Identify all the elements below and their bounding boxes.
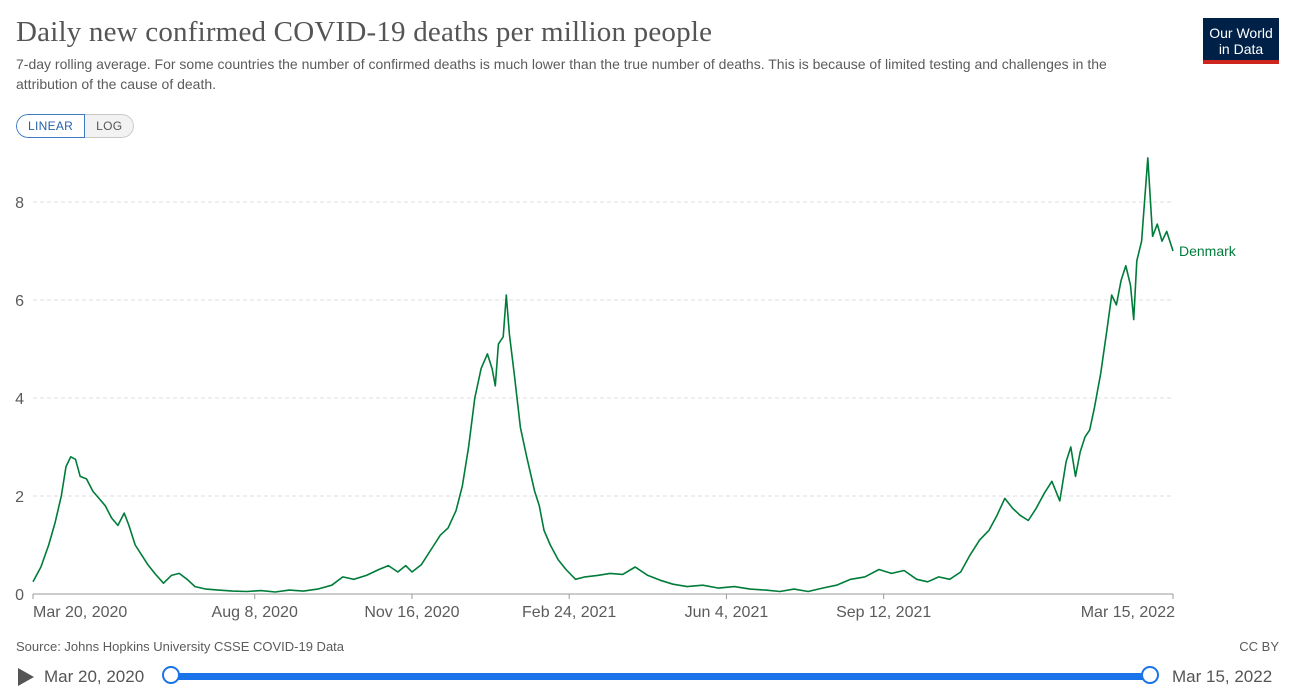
- logo-accent-bar: [1203, 60, 1279, 64]
- series-line-denmark: [32, 157, 1174, 593]
- x-tick-label: Sep 12, 2021: [836, 604, 931, 621]
- source-note[interactable]: Source: Johns Hopkins University CSSE CO…: [16, 639, 345, 654]
- timeline-end-label: Mar 15, 2022: [1172, 667, 1273, 686]
- y-tick-label: 0: [15, 587, 24, 604]
- scale-toggle: LINEAR LOG: [16, 114, 135, 138]
- series-label-denmark: Denmark: [1179, 243, 1237, 259]
- x-tick-label: Aug 8, 2020: [212, 604, 298, 621]
- logo-line-1: Our World: [1209, 25, 1273, 41]
- timeline-track[interactable]: [170, 673, 1150, 680]
- license-label[interactable]: CC BY: [1239, 639, 1279, 654]
- timeline-start-label: Mar 20, 2020: [44, 667, 145, 686]
- x-tick-label: Feb 24, 2021: [522, 604, 616, 621]
- x-tick-label: Mar 15, 2022: [1081, 604, 1175, 621]
- y-tick-label: 4: [15, 391, 24, 408]
- chart-subtitle: 7-day rolling average. For some countrie…: [16, 56, 1107, 92]
- x-tick-label: Jun 4, 2021: [685, 604, 769, 621]
- chart-title: Daily new confirmed COVID-19 deaths per …: [16, 16, 713, 48]
- play-icon[interactable]: [18, 668, 34, 686]
- linear-scale-button[interactable]: LINEAR: [16, 114, 86, 138]
- timeline-start-handle[interactable]: [162, 666, 180, 684]
- timeline-end-handle[interactable]: [1141, 666, 1159, 684]
- log-scale-button[interactable]: LOG: [85, 114, 135, 138]
- logo-line-2: in Data: [1218, 41, 1264, 57]
- y-tick-label: 6: [15, 293, 24, 310]
- gridlines: [33, 201, 1173, 497]
- y-tick-label: 2: [15, 489, 24, 506]
- x-axis: Mar 20, 2020 Aug 8, 2020 Nov 16, 2020 Feb 2…: [32, 593, 1175, 621]
- series-group: Denmark: [32, 157, 1237, 593]
- x-tick-label: Nov 16, 2020: [364, 604, 459, 621]
- our-world-in-data-logo[interactable]: Our World in Data: [1203, 18, 1279, 64]
- y-tick-label: 8: [15, 195, 24, 212]
- y-axis-ticks: 0 2 4 6 8: [15, 195, 24, 604]
- x-tick-label: Mar 20, 2020: [33, 604, 127, 621]
